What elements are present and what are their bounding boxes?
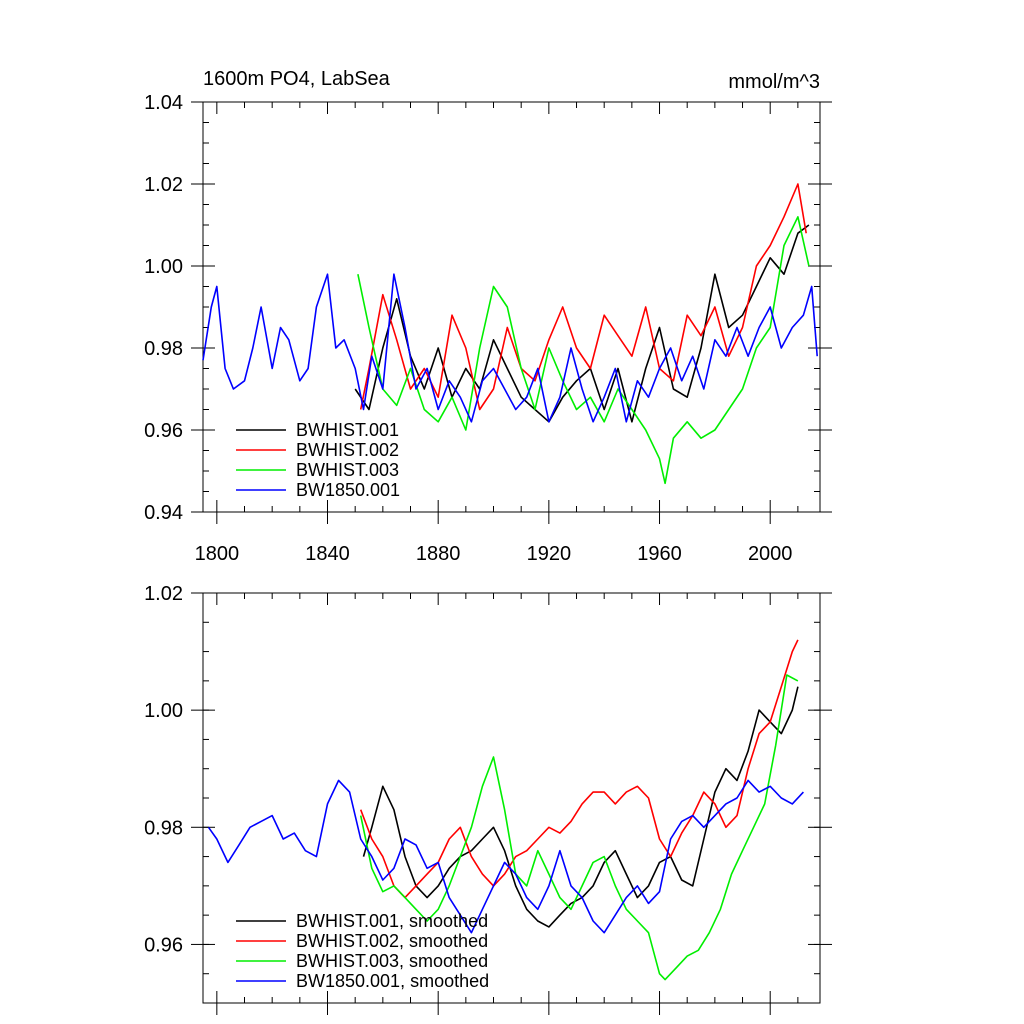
x-tick-label: 1880: [416, 543, 461, 565]
legend-label-1: BWHIST.002, smoothed: [296, 931, 488, 951]
legend-label-1: BWHIST.002: [296, 440, 399, 460]
y-tick-label: 0.96: [144, 934, 183, 956]
panel-top: 1600m PO4, LabSea mmol/m^3 1800 1840 1880 1…: [144, 68, 832, 565]
y-tick-label: 0.98: [144, 817, 183, 839]
series-line-2: [359, 674, 799, 981]
y-tick-label: 1.02: [144, 583, 183, 605]
panel-top-series: [202, 183, 818, 485]
legend-label-0: BWHIST.001, smoothed: [296, 911, 488, 931]
y-tick-label: 0.96: [144, 420, 183, 442]
panel-bottom: 0.960.981.001.02 BWHIST.001, smoothedBWH…: [144, 583, 832, 1015]
y-tick-label: 1.04: [144, 92, 183, 114]
panel-top-title: 1600m PO4, LabSea: [203, 68, 391, 90]
series-line-2: [357, 216, 810, 485]
x-tick-label: 1920: [527, 543, 572, 565]
y-tick-label: 1.00: [144, 256, 183, 278]
legend-label-0: BWHIST.001: [296, 420, 399, 440]
legend-label-3: BW1850.001: [296, 480, 400, 500]
y-tick-label: 0.94: [144, 502, 183, 524]
panel-top-ticks: 1800 1840 1880 1920 1960 2000 0.94 0.96 0.98 1.00…: [144, 92, 832, 565]
series-line-1: [359, 639, 799, 899]
series-line-3: [207, 779, 804, 934]
series-line-0: [354, 224, 810, 423]
x-tick-label: 1960: [637, 543, 682, 565]
y-tick-label: 0.98: [144, 338, 183, 360]
y-tick-label: 1.02: [144, 174, 183, 196]
x-tick-label: 1800: [195, 543, 240, 565]
legend-label-2: BWHIST.003: [296, 460, 399, 480]
y-tick-label: 1.00: [144, 700, 183, 722]
panel-bottom-ticks: 0.96 0.98 1.00 1.02: [144, 583, 832, 1015]
legend-label-2: BWHIST.003, smoothed: [296, 951, 488, 971]
legend-label-3: BW1850.001, smoothed: [296, 971, 489, 991]
panel-bottom-series: [207, 639, 804, 981]
x-tick-label: 2000: [748, 543, 793, 565]
panel-top-units: mmol/m^3: [728, 71, 820, 93]
series-line-3: [202, 273, 818, 423]
x-tick-label: 1840: [305, 543, 350, 565]
